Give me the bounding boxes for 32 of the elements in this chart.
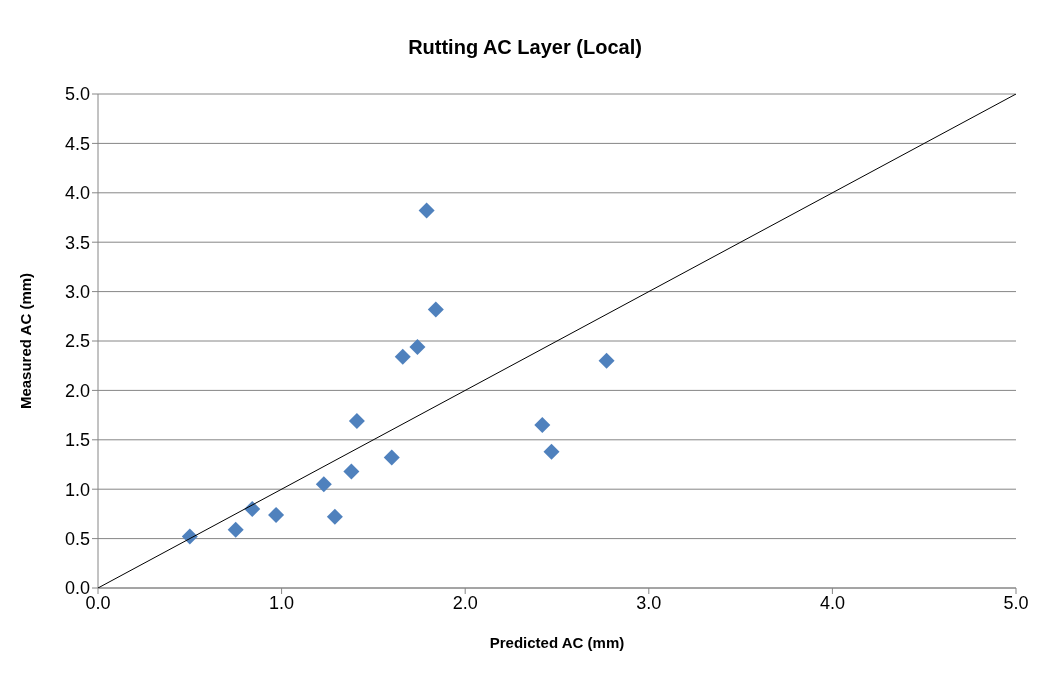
y-tick-label: 5.0	[64, 84, 90, 105]
y-tick-label: 3.5	[64, 232, 90, 253]
point	[227, 521, 244, 538]
y-tick-label: 0.5	[64, 528, 90, 549]
point	[315, 476, 332, 493]
y-tick-label: 2.5	[64, 331, 90, 352]
x-tick-label: 3.0	[636, 592, 662, 613]
point	[348, 413, 365, 430]
point	[598, 352, 615, 369]
point	[418, 202, 435, 219]
y-tick-label: 3.0	[64, 281, 90, 302]
point	[534, 416, 551, 433]
x-tick-label: 4.0	[819, 592, 845, 613]
point	[427, 301, 444, 318]
x-tick-label: 1.0	[269, 592, 295, 613]
point	[543, 443, 560, 460]
point	[343, 463, 360, 480]
x-tick-label: 2.0	[452, 592, 478, 613]
point	[383, 449, 400, 466]
y-tick-label: 1.5	[64, 430, 90, 451]
x-tick-label: 5.0	[1003, 592, 1029, 613]
y-tick-label: 2.0	[64, 380, 90, 401]
point	[394, 348, 411, 365]
y-axis-title: Measured AC (mm)	[17, 272, 35, 410]
x-axis-title: Predicted AC (mm)	[489, 634, 625, 651]
y-tick-label: 1.0	[64, 479, 90, 500]
chart-title: Rutting AC Layer (Local)	[407, 35, 643, 60]
point	[268, 506, 285, 523]
point	[409, 338, 426, 355]
y-tick-label: 4.5	[64, 133, 90, 154]
point	[326, 508, 343, 525]
y-tick-label: 4.0	[64, 183, 90, 204]
